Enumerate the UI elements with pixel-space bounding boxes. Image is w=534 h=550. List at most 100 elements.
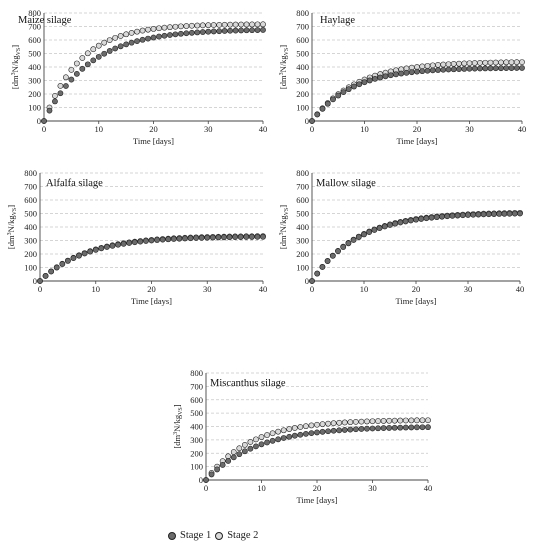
data-point-stage-1 — [324, 258, 331, 265]
data-point-stage-1 — [236, 451, 243, 458]
data-point-stage-1 — [216, 28, 223, 35]
data-point-stage-1 — [280, 435, 287, 441]
y-tick-label: 300 — [190, 435, 203, 445]
x-tick-label: 10 — [92, 284, 101, 294]
data-point-stage-2 — [508, 59, 515, 66]
panel-title: Maize silage — [18, 15, 72, 26]
data-point-stage-1 — [194, 29, 201, 36]
data-point-stage-1 — [260, 233, 266, 240]
y-tick-label: 800 — [296, 8, 309, 18]
data-point-stage-1 — [128, 39, 135, 46]
x-tick-label: 40 — [424, 483, 433, 493]
data-point-stage-2 — [264, 432, 270, 438]
data-point-stage-2 — [156, 25, 162, 32]
data-point-stage-1 — [387, 72, 394, 79]
data-point-stage-2 — [134, 28, 140, 35]
data-point-stage-1 — [208, 471, 215, 478]
data-point-stage-1 — [198, 234, 205, 241]
data-point-stage-1 — [408, 69, 415, 76]
data-point-stage-1 — [203, 477, 209, 483]
legend-item-stage-2: Stage 2 — [215, 530, 258, 541]
data-point-stage-1 — [254, 233, 261, 240]
data-point-stage-2 — [95, 42, 102, 49]
y-tick-label: 100 — [24, 263, 37, 273]
data-point-stage-1 — [219, 462, 226, 468]
x-tick-label: 0 — [38, 284, 42, 294]
data-point-stage-1 — [87, 248, 94, 255]
data-point-stage-1 — [393, 71, 399, 78]
data-point-stage-1 — [335, 248, 341, 255]
data-point-stage-2 — [106, 37, 113, 43]
data-point-stage-1 — [238, 27, 244, 34]
data-point-stage-1 — [161, 32, 168, 39]
data-point-stage-2 — [314, 421, 320, 428]
data-point-stage-1 — [63, 83, 69, 89]
data-point-stage-1 — [444, 213, 451, 220]
data-point-stage-1 — [254, 27, 261, 33]
x-axis-title: Time [days] — [395, 296, 436, 306]
x-tick-label: 40 — [259, 124, 268, 134]
data-point-stage-1 — [381, 223, 388, 230]
x-tick-label: 30 — [203, 284, 212, 294]
data-point-stage-1 — [366, 229, 373, 235]
data-point-stage-1 — [377, 74, 384, 81]
x-tick-label: 0 — [310, 124, 314, 134]
data-point-stage-1 — [176, 235, 183, 242]
data-point-stage-1 — [433, 214, 440, 221]
y-axis-title: [dm3N/kgVS] — [278, 205, 290, 249]
data-point-stage-2 — [425, 417, 431, 424]
data-point-stage-1 — [131, 239, 138, 246]
data-point-stage-1 — [167, 32, 173, 38]
data-point-stage-2 — [101, 39, 108, 46]
data-point-stage-1 — [117, 43, 124, 50]
y-tick-label: 700 — [28, 22, 41, 32]
data-point-stage-2 — [445, 61, 452, 68]
data-point-stage-2 — [145, 26, 151, 33]
data-point-stage-1 — [380, 425, 387, 431]
data-point-stage-1 — [249, 27, 255, 34]
data-point-stage-1 — [403, 69, 410, 76]
data-point-stage-2 — [419, 63, 426, 70]
legend-label-stage-2: Stage 2 — [227, 530, 259, 541]
data-point-stage-2 — [238, 21, 244, 28]
x-axis-title: Time [days] — [131, 296, 172, 306]
data-point-stage-1 — [513, 65, 520, 71]
data-point-stage-1 — [98, 245, 105, 252]
data-point-stage-1 — [199, 29, 206, 35]
data-point-stage-1 — [454, 212, 461, 219]
data-point-stage-1 — [335, 92, 342, 99]
data-point-stage-2 — [68, 66, 75, 73]
data-point-stage-1 — [52, 98, 58, 105]
data-point-stage-1 — [230, 454, 237, 461]
x-tick-label: 30 — [368, 483, 377, 493]
data-point-stage-1 — [382, 73, 389, 80]
data-point-stage-1 — [104, 244, 110, 250]
legend-marker-stage-2 — [215, 531, 224, 540]
data-point-stage-2 — [230, 449, 237, 455]
y-axis-title: [dm3N/kgVS] — [172, 404, 184, 448]
x-tick-label: 10 — [257, 483, 266, 493]
data-point-stage-2 — [347, 419, 354, 426]
y-tick-label: 100 — [296, 103, 309, 113]
data-point-stage-2 — [139, 27, 146, 34]
data-point-stage-1 — [226, 234, 233, 241]
data-point-stage-1 — [418, 216, 425, 222]
panel-title: Haylage — [320, 15, 355, 26]
data-point-stage-1 — [324, 100, 331, 107]
data-point-stage-2 — [291, 425, 298, 431]
data-point-stage-1 — [314, 429, 320, 436]
data-point-stage-2 — [258, 434, 265, 440]
data-point-stage-1 — [106, 48, 113, 54]
data-point-stage-1 — [70, 255, 77, 262]
data-point-stage-2 — [221, 21, 228, 28]
data-point-stage-1 — [214, 466, 220, 473]
y-tick-label: 0 — [305, 276, 309, 286]
x-tick-label: 40 — [516, 284, 525, 294]
data-point-stage-1 — [371, 227, 378, 233]
data-point-stage-1 — [408, 424, 415, 431]
data-point-stage-1 — [247, 445, 254, 452]
y-axis-title: [dm3N/kgVS] — [6, 205, 18, 249]
data-point-stage-1 — [177, 30, 184, 37]
data-point-stage-1 — [210, 28, 217, 35]
data-point-stage-1 — [269, 437, 276, 444]
